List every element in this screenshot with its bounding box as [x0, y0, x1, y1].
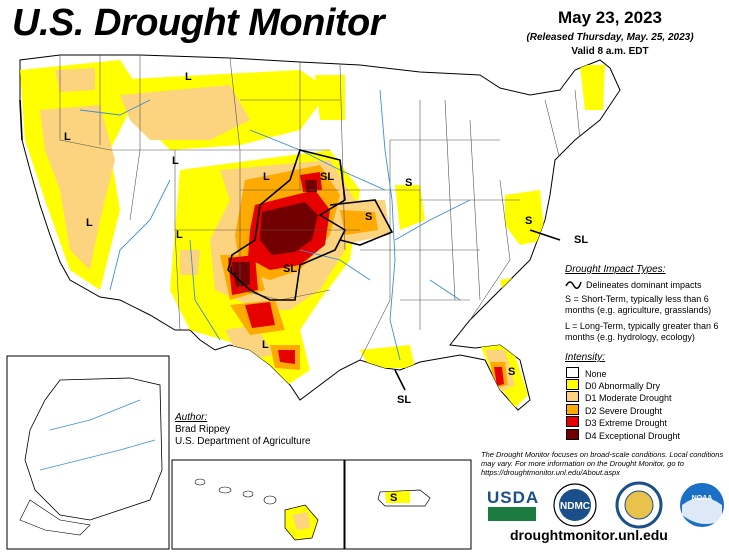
map-label: S: [525, 215, 532, 227]
map-label: SL: [320, 171, 334, 183]
author-name: Brad Rippey: [175, 424, 231, 435]
map-label: L: [172, 155, 179, 167]
legend-swatch: [566, 429, 579, 440]
map-label: S: [508, 366, 515, 378]
map-label: S: [365, 211, 372, 223]
legend-row-d0: D0 Abnormally Dry: [566, 379, 660, 391]
site-url[interactable]: droughtmonitor.unl.edu: [510, 527, 668, 543]
legend-row-none: None: [566, 367, 607, 379]
hawaii-inset: [171, 459, 345, 550]
map-label: SL: [574, 234, 588, 246]
long-term-text: L = Long-Term, typically greater than 6 …: [565, 321, 719, 342]
delineates-text: Delineates dominant impacts: [586, 280, 702, 290]
intensity-title: Intensity:: [565, 352, 606, 363]
map-date: May 23, 2023: [558, 8, 662, 27]
legend-swatch: [566, 416, 579, 427]
map-label: SL: [397, 394, 411, 406]
legend-row-d4: D4 Exceptional Drought: [566, 429, 680, 441]
map-label: L: [262, 339, 269, 351]
map-label: S: [405, 177, 412, 189]
author-heading: Author:: [175, 412, 208, 423]
impact-types-title: Drought Impact Types:: [565, 264, 666, 275]
disclaimer-note: The Drought Monitor focuses on broad-sca…: [481, 450, 724, 477]
map-label: L: [230, 265, 237, 277]
legend-swatch: [566, 379, 579, 390]
puerto-rico-inset: S: [344, 459, 472, 550]
legend-row-d1: D1 Moderate Drought: [566, 391, 672, 403]
ndmc-logo: NDMC: [560, 501, 590, 512]
legend-swatch: [566, 367, 579, 378]
author-org: U.S. Department of Agriculture: [175, 436, 311, 447]
map-label: L: [64, 131, 71, 143]
map-impact-labels: L L L L L L L L SL S S SL SL S S SL S: [64, 71, 588, 497]
usda-logo: USDA: [487, 488, 540, 507]
short-term-text: S = Short-Term, typically less than 6 mo…: [565, 294, 712, 315]
map-label: SL: [283, 263, 297, 275]
page-title: U.S. Drought Monitor: [12, 2, 385, 44]
legend-row-d2: D2 Severe Drought: [566, 404, 662, 416]
map-label: S: [390, 492, 397, 504]
release-note: (Released Thursday, May. 25, 2023): [526, 32, 694, 43]
map-label: L: [263, 171, 270, 183]
valid-time: Valid 8 a.m. EDT: [571, 46, 649, 57]
alaska-inset: [6, 355, 170, 550]
legend-swatch: [566, 404, 579, 415]
author-block: Author: Brad Rippey U.S. Department of A…: [175, 412, 311, 448]
map-label: L: [185, 71, 192, 83]
map-label: L: [176, 229, 183, 241]
noaa-logo: NOAA: [692, 495, 713, 502]
logos: NDMC NOAA: [488, 481, 724, 529]
legend-swatch: [566, 391, 579, 402]
legend-row-d3: D3 Extreme Drought: [566, 416, 667, 428]
map-label: L: [86, 217, 93, 229]
